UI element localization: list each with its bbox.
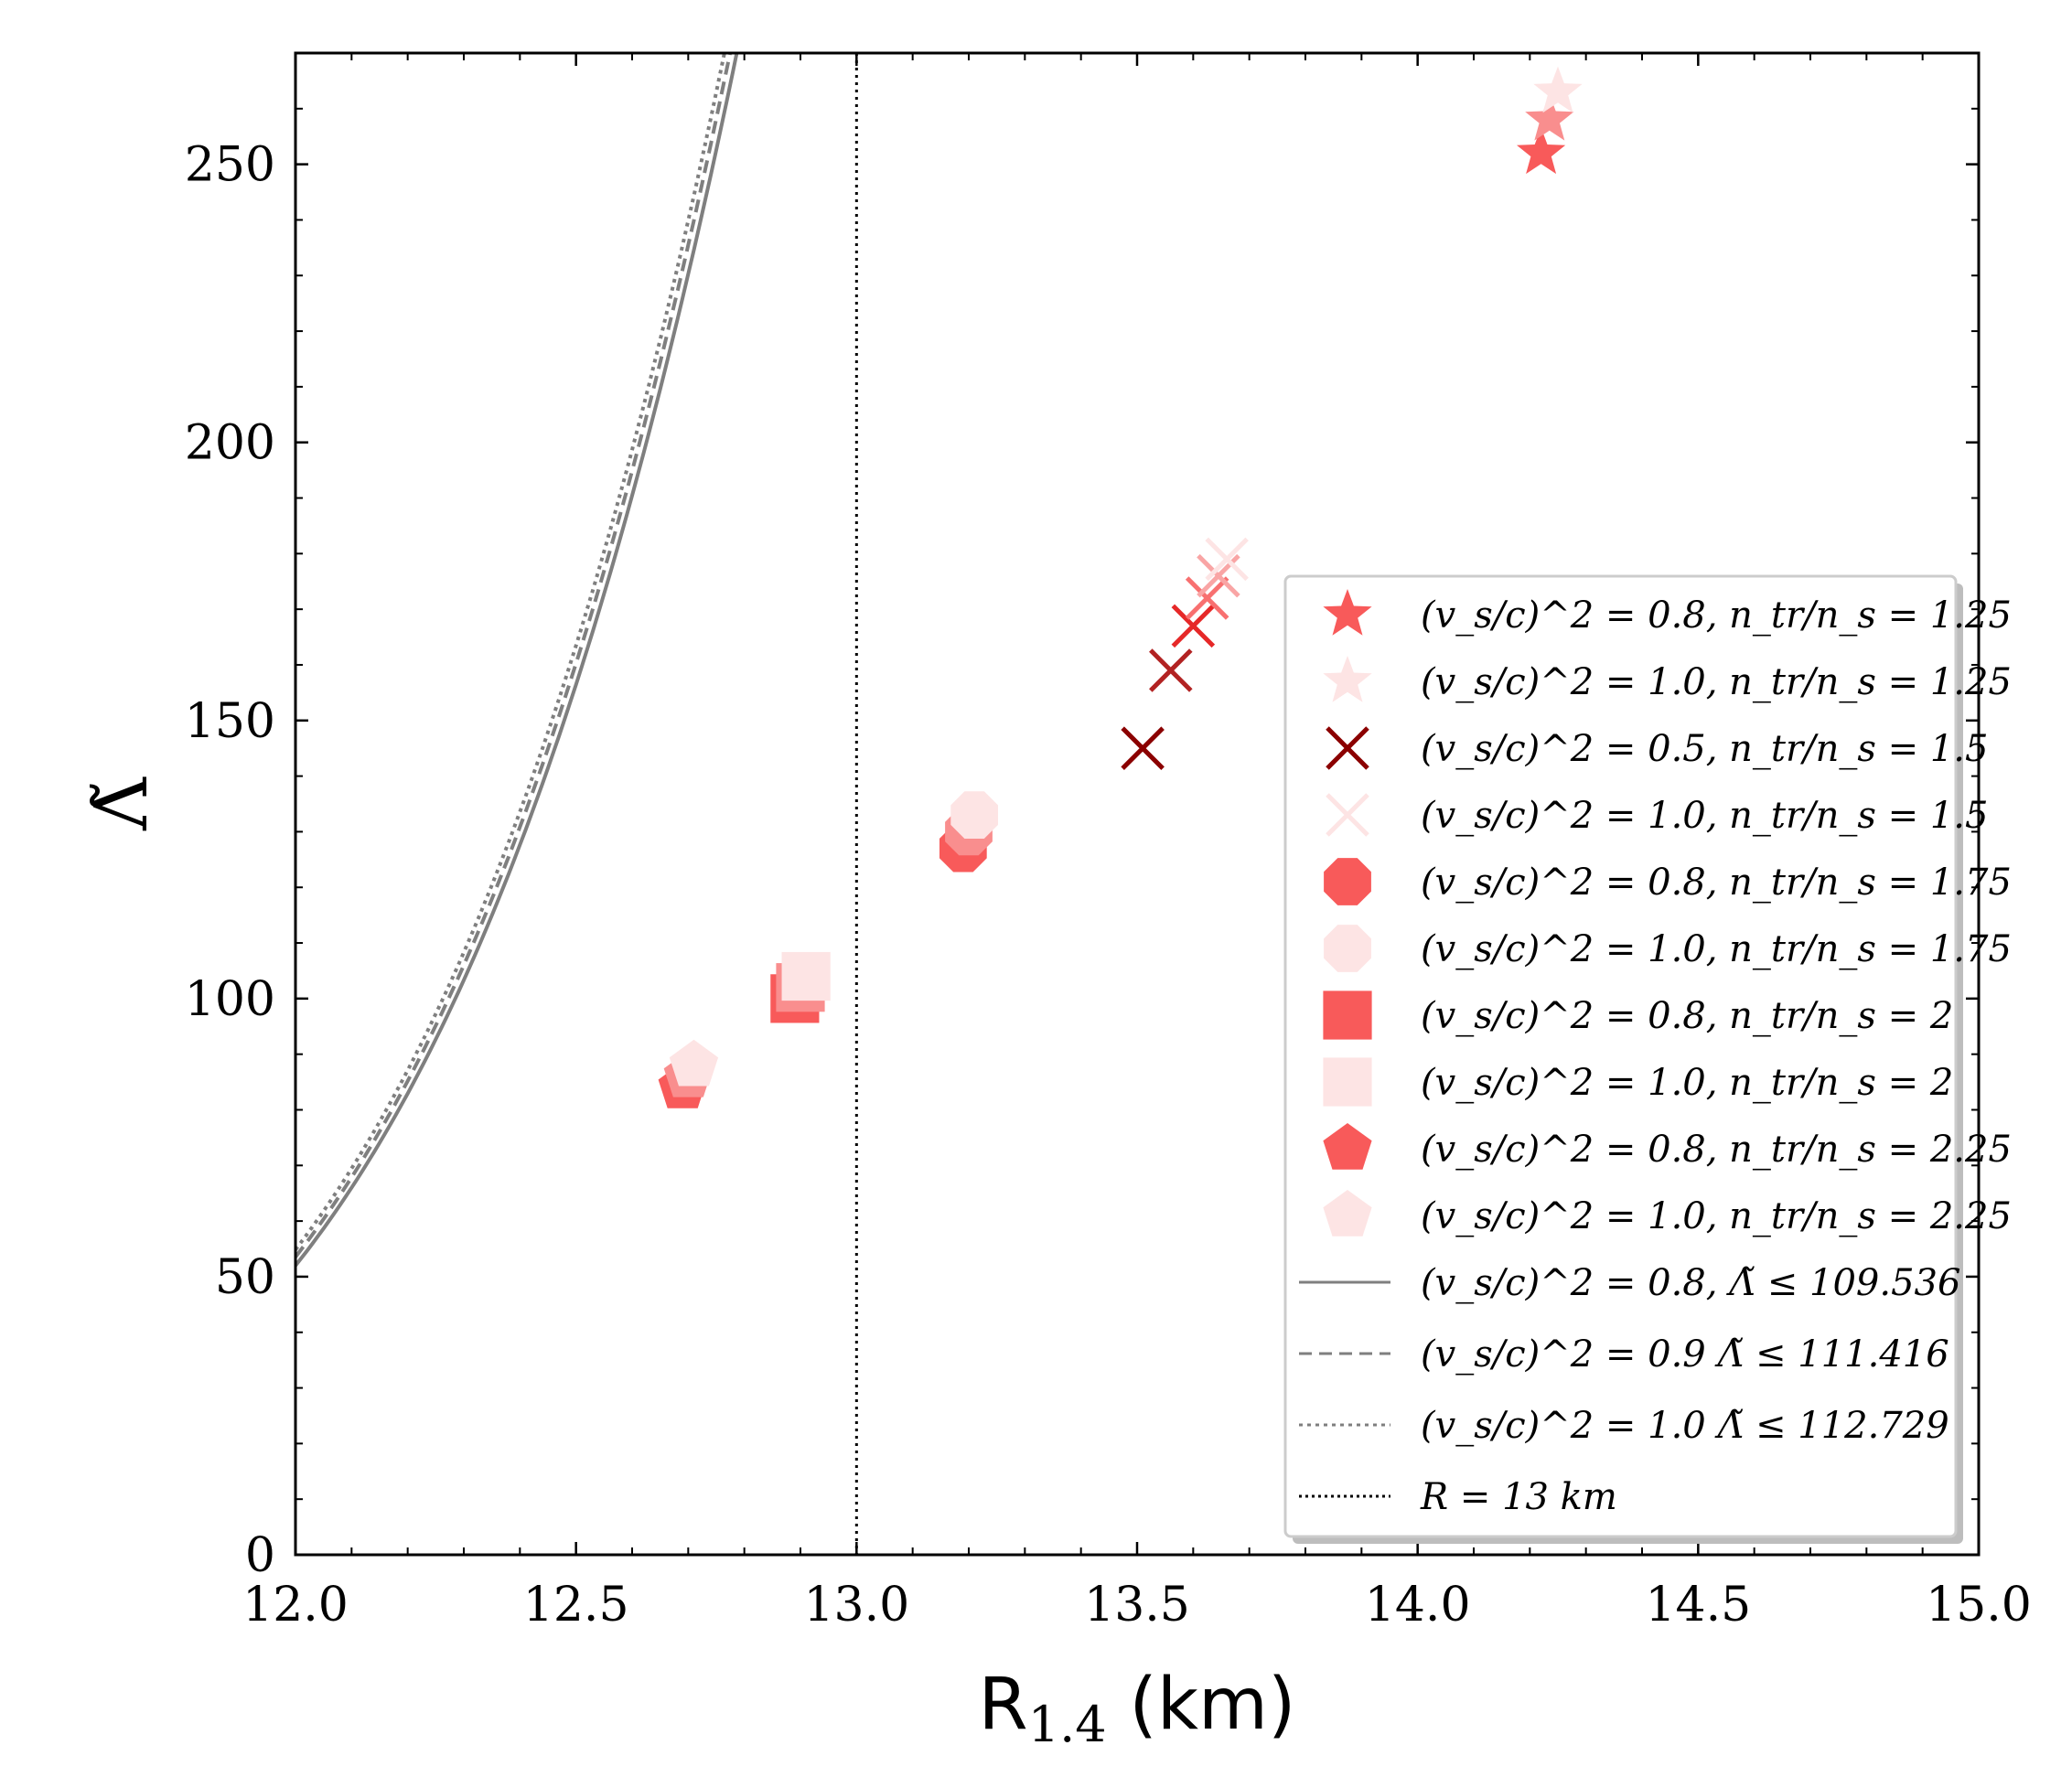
data-point-star [1525, 94, 1574, 141]
legend-entry: (v_s/c)^2 = 0.8, n_tr/n_s = 2.25 [1421, 1129, 2012, 1171]
legend-marker-square [1323, 990, 1372, 1040]
legend-entry: (v_s/c)^2 = 0.8, n_tr/n_s = 2 [1421, 995, 1953, 1037]
legend-marker-x [1326, 793, 1369, 837]
curve-dotted [295, 53, 726, 1251]
data-point-star [1517, 127, 1566, 175]
legend-marker-pentagon [1323, 1190, 1372, 1237]
data-point-x [1121, 726, 1165, 770]
legend-entry: (v_s/c)^2 = 1.0, n_tr/n_s = 1.75 [1421, 928, 2012, 970]
legend-entry: (v_s/c)^2 = 1.0, n_tr/n_s = 1.5 [1421, 795, 1988, 837]
y-tick-label: 250 [185, 138, 275, 193]
legend-marker-square [1323, 1057, 1372, 1107]
data-point-pentagon [669, 1039, 719, 1087]
legend-entry: (v_s/c)^2 = 1.0, n_tr/n_s = 1.25 [1421, 661, 2012, 703]
plot-area [295, 53, 1583, 1555]
legend-entry: (v_s/c)^2 = 1.0, n_tr/n_s = 2.25 [1421, 1195, 2012, 1237]
x-tick-label: 13.5 [1084, 1578, 1190, 1633]
legend-box [1283, 574, 1958, 1538]
legend-marker-octagon [1324, 858, 1371, 905]
data-point-x [1205, 537, 1249, 582]
y-tick-label: 150 [185, 694, 275, 749]
legend-entry: (v_s/c)^2 = 0.8, n_tr/n_s = 1.25 [1421, 594, 2012, 637]
data-point-octagon [950, 791, 998, 839]
data-point-x [1171, 604, 1216, 648]
y-tick-label: 200 [185, 416, 275, 471]
legend-marker-x [1326, 726, 1369, 770]
legend-marker-star [1323, 589, 1372, 636]
axes: 12.0 12.5 13.0 13.5 14.0 14.5 15.0 0 50 100 150 200… [79, 51, 2032, 1753]
y-tick-label: 0 [245, 1528, 275, 1583]
y-axis-title: Λ̃ [79, 776, 164, 831]
legend-entry: (v_s/c)^2 = 0.5, n_tr/n_s = 1.5 [1421, 728, 1988, 770]
legend-entry: (v_s/c)^2 = 0.8, n_tr/n_s = 1.75 [1421, 862, 2012, 904]
data-point-x [1149, 648, 1193, 692]
legend-marker-pentagon [1323, 1123, 1372, 1170]
legend-entry: R = 13 km [1420, 1476, 1617, 1518]
x-tick-label: 15.0 [1926, 1578, 2032, 1633]
x-tick-label: 14.5 [1645, 1578, 1751, 1633]
legend-entry: (v_s/c)^2 = 1.0 Λ̃ ≤ 112.729 [1421, 1405, 1949, 1447]
data-point-square [781, 951, 831, 1001]
data-point-star [1533, 66, 1583, 113]
legend-marker-octagon [1324, 925, 1371, 972]
y-tick-label: 50 [215, 1250, 275, 1305]
legend-entry: (v_s/c)^2 = 1.0, n_tr/n_s = 2 [1421, 1062, 1953, 1104]
y-tick-label: 100 [185, 972, 275, 1027]
data-point-x [1185, 576, 1229, 620]
legend: (v_s/c)^2 = 0.8, n_tr/n_s = 1.25 (v_s/c)^… [1283, 574, 2012, 1544]
legend-entry: (v_s/c)^2 = 0.9 Λ̃ ≤ 111.416 [1421, 1333, 1949, 1376]
curve-solid [295, 53, 739, 1268]
x-tick-label: 13.0 [803, 1578, 909, 1633]
legend-marker-star [1323, 656, 1372, 702]
legend-entry: (v_s/c)^2 = 0.8, Λ̃ ≤ 109.536 [1421, 1262, 1960, 1304]
x-tick-label: 12.5 [523, 1578, 629, 1633]
x-tick-label: 12.0 [242, 1578, 349, 1633]
x-axis-title: R1.4 (km) [979, 1664, 1296, 1753]
x-tick-label: 14.0 [1365, 1578, 1471, 1633]
